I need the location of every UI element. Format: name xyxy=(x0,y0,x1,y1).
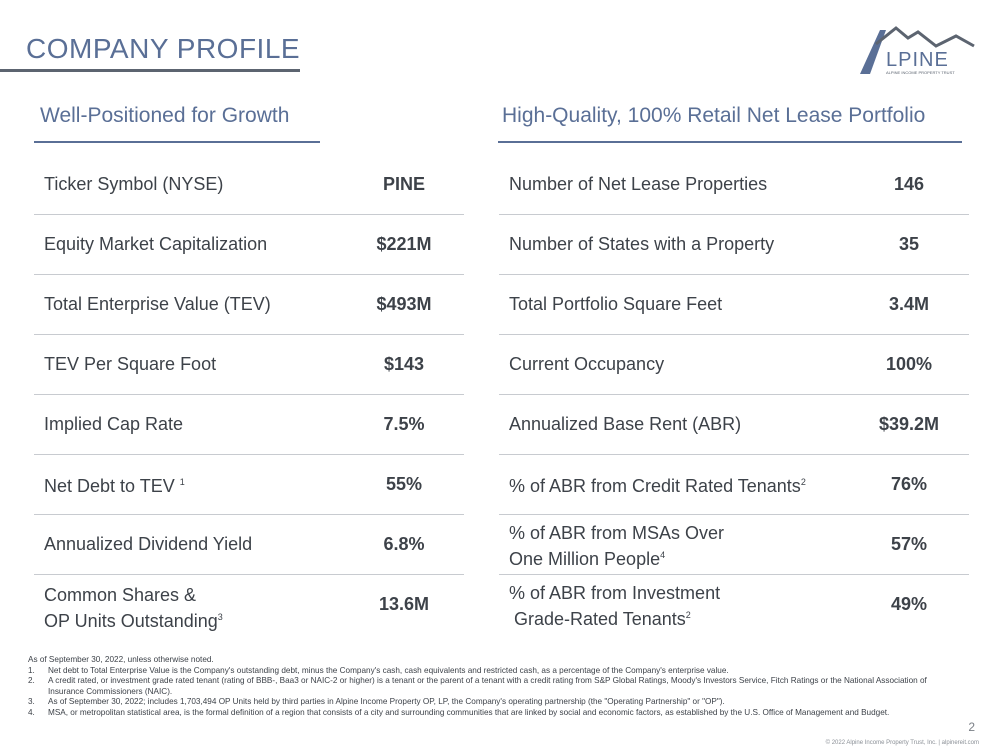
row-value: $39.2M xyxy=(878,413,940,434)
logo-subtext: ALPINE INCOME PROPERTY TRUST xyxy=(886,70,955,75)
footnote-marker: 1 xyxy=(179,477,185,487)
row-divider xyxy=(499,334,969,335)
row-divider xyxy=(499,394,969,395)
right-table: Number of Net Lease Properties 146 Numbe… xyxy=(499,154,969,644)
row-label: TEV Per Square Foot xyxy=(44,354,217,374)
row-divider xyxy=(34,514,464,515)
row-label: Annualized Base Rent (ABR) xyxy=(509,414,742,434)
row-label: Net Debt to TEV 1 xyxy=(44,476,185,496)
row-value: 13.6M xyxy=(378,594,430,614)
table-row: Equity Market Capitalization $221M xyxy=(34,214,464,274)
page-title: COMPANY PROFILE xyxy=(26,33,301,64)
row-label: Number of Net Lease Properties xyxy=(509,174,768,194)
row-divider xyxy=(34,454,464,455)
row-label: Ticker Symbol (NYSE) xyxy=(44,174,224,194)
row-label: Implied Cap Rate xyxy=(44,414,184,434)
table-row: % of ABR from Investment Grade-Rated Ten… xyxy=(499,574,969,636)
alpine-logo: LPINE ALPINE INCOME PROPERTY TRUST xyxy=(856,24,976,76)
footnote-item: 4. MSA, or metropolitan statistical area… xyxy=(28,707,890,717)
footnote-item: 3. As of September 30, 2022; includes 1,… xyxy=(28,697,725,706)
row-label: Common Shares & OP Units Outstanding3 xyxy=(44,585,223,631)
footnote-marker: 2 xyxy=(685,610,691,620)
left-section-heading: Well-Positioned for Growth xyxy=(40,104,290,127)
row-label: % of ABR from MSAs Over One Million Peop… xyxy=(509,523,725,569)
table-row: % of ABR from MSAs Over One Million Peop… xyxy=(499,514,969,574)
row-divider xyxy=(34,394,464,395)
row-label: % of ABR from Investment Grade-Rated Ten… xyxy=(509,583,721,629)
footnote-marker: 2 xyxy=(800,477,806,487)
row-divider xyxy=(499,454,969,455)
row-value: 49% xyxy=(890,594,928,614)
logo-text: LPINE xyxy=(886,49,949,71)
row-divider xyxy=(499,574,969,575)
table-row: Implied Cap Rate 7.5% xyxy=(34,394,464,454)
table-row: Net Debt to TEV 1 55% xyxy=(34,454,464,514)
row-value: 7.5% xyxy=(383,413,425,434)
left-table: Ticker Symbol (NYSE) PINE Equity Market … xyxy=(34,154,464,644)
row-divider xyxy=(34,574,464,575)
row-value: 35 xyxy=(898,233,920,254)
page-number: 2 xyxy=(968,720,975,734)
row-divider xyxy=(34,214,464,215)
footnote-intro: As of September 30, 2022, unless otherwi… xyxy=(28,655,214,664)
footer-text: © 2022 Alpine Income Property Trust, Inc… xyxy=(825,740,979,746)
row-value: 76% xyxy=(890,473,928,494)
table-row: Total Enterprise Value (TEV) $493M xyxy=(34,274,464,334)
footnotes: As of September 30, 2022, unless otherwi… xyxy=(28,655,948,718)
row-divider xyxy=(499,274,969,275)
footnote-marker: 4 xyxy=(660,550,666,560)
row-divider xyxy=(499,514,969,515)
row-value: 57% xyxy=(890,534,928,554)
table-row: Common Shares & OP Units Outstanding3 13… xyxy=(34,574,464,636)
row-value: 6.8% xyxy=(383,533,425,554)
row-label: Total Portfolio Square Feet xyxy=(509,294,723,314)
right-section-heading: High-Quality, 100% Retail Net Lease Port… xyxy=(502,104,926,127)
row-value: 100% xyxy=(885,353,933,374)
row-label: Number of States with a Property xyxy=(509,234,775,254)
row-value: 3.4M xyxy=(888,293,930,314)
right-section-rule xyxy=(498,141,962,143)
table-row: Ticker Symbol (NYSE) PINE xyxy=(34,154,464,214)
row-divider xyxy=(34,334,464,335)
table-row: Number of Net Lease Properties 146 xyxy=(499,154,969,214)
table-row: Number of States with a Property 35 xyxy=(499,214,969,274)
row-value: $143 xyxy=(383,353,425,374)
row-value: $493M xyxy=(376,293,432,314)
row-label: Equity Market Capitalization xyxy=(44,234,268,254)
table-row: Total Portfolio Square Feet 3.4M xyxy=(499,274,969,334)
footnote-marker: 3 xyxy=(217,612,223,622)
title-underline xyxy=(0,69,300,72)
footnote-item: 1. Net debt to Total Enterprise Value is… xyxy=(28,665,729,675)
table-row: Current Occupancy 100% xyxy=(499,334,969,394)
row-label: Total Enterprise Value (TEV) xyxy=(44,294,271,314)
row-value: $221M xyxy=(376,233,432,254)
row-value: 55% xyxy=(385,473,423,494)
row-label: Current Occupancy xyxy=(509,354,665,374)
row-label: Annualized Dividend Yield xyxy=(44,534,253,554)
table-row: % of ABR from Credit Rated Tenants2 76% xyxy=(499,454,969,514)
row-divider xyxy=(499,214,969,215)
row-value: 146 xyxy=(893,173,925,194)
row-value: PINE xyxy=(382,173,425,194)
row-divider xyxy=(34,274,464,275)
left-section-rule xyxy=(34,141,320,143)
table-row: Annualized Dividend Yield 6.8% xyxy=(34,514,464,574)
table-row: Annualized Base Rent (ABR) $39.2M xyxy=(499,394,969,454)
row-label: % of ABR from Credit Rated Tenants2 xyxy=(509,476,806,496)
table-row: TEV Per Square Foot $143 xyxy=(34,334,464,394)
footnote-item: 2. A credit rated, or investment grade r… xyxy=(28,676,927,696)
